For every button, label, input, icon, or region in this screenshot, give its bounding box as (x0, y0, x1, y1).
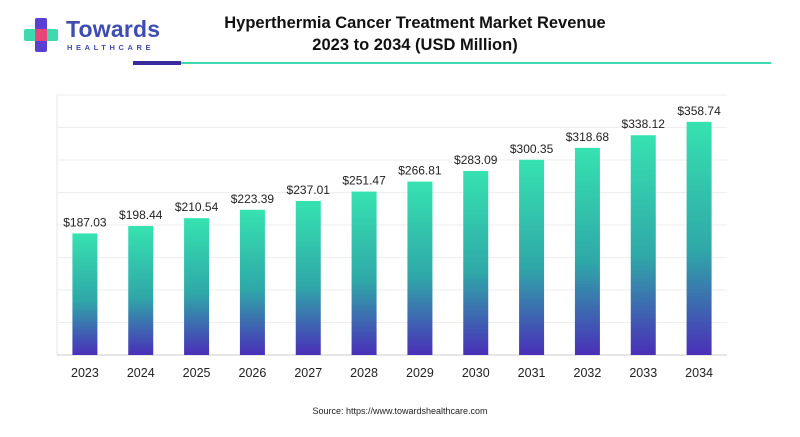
brand-name: Towards (66, 16, 161, 42)
x-tick-label: 2029 (406, 366, 434, 380)
bar-2030 (463, 170, 489, 355)
medical-cross-icon (24, 18, 58, 52)
header-divider-accent (133, 61, 181, 65)
chart-title: Hyperthermia Cancer Treatment Market Rev… (195, 12, 635, 56)
bar-2031 (519, 159, 545, 355)
value-label: $198.44 (119, 208, 163, 222)
x-tick-label: 2024 (127, 366, 155, 380)
bar-2029 (407, 181, 433, 355)
x-tick-label: 2034 (685, 366, 713, 380)
x-tick-label: 2025 (183, 366, 211, 380)
bar-2028 (351, 191, 377, 355)
bar-2027 (295, 200, 321, 355)
x-tick-label: 2027 (294, 366, 322, 380)
value-label: $210.54 (175, 200, 219, 214)
bar-2033 (630, 135, 656, 355)
value-label: $283.09 (454, 153, 498, 167)
value-label: $300.35 (510, 142, 554, 156)
value-label: $266.81 (398, 164, 442, 178)
header-divider-line (181, 62, 771, 64)
value-label: $338.12 (622, 117, 666, 131)
x-tick-label: 2032 (574, 366, 602, 380)
bar-2025 (184, 218, 210, 355)
value-label: $237.01 (287, 183, 331, 197)
bar-2032 (574, 147, 600, 355)
brand-logo: Towards HEALTHCARE (22, 14, 162, 54)
grid-lines (57, 94, 727, 323)
x-tick-labels: 2023 2024 2025 2026 2027 2028 2029 2030 2031 2032… (71, 366, 713, 380)
x-tick-label: 2028 (350, 366, 378, 380)
chart-title-line-2: 2023 to 2034 (USD Million) (312, 36, 518, 54)
x-tick-label: 2033 (629, 366, 657, 380)
bar-2034 (686, 121, 712, 355)
value-label: $251.47 (342, 174, 386, 188)
value-labels: $187.03 $198.44 $210.54 $223.39 $237.01 $251.… (63, 104, 721, 230)
x-tick-label: 2031 (518, 366, 546, 380)
x-tick-label: 2026 (239, 366, 267, 380)
brand-subtitle: HEALTHCARE (67, 43, 155, 52)
x-tick-label: 2023 (71, 366, 99, 380)
value-label: $358.74 (677, 104, 721, 118)
bar-2026 (239, 209, 265, 355)
bars (72, 121, 712, 355)
value-label: $187.03 (63, 215, 107, 229)
chart-title-line-1: Hyperthermia Cancer Treatment Market Rev… (224, 14, 606, 32)
value-label: $223.39 (231, 192, 275, 206)
source-note: Source: https://www.towardshealthcare.co… (312, 406, 488, 416)
bar-2024 (128, 226, 154, 355)
bar-2023 (72, 233, 98, 355)
value-label: $318.68 (566, 130, 610, 144)
x-tick-label: 2030 (462, 366, 490, 380)
